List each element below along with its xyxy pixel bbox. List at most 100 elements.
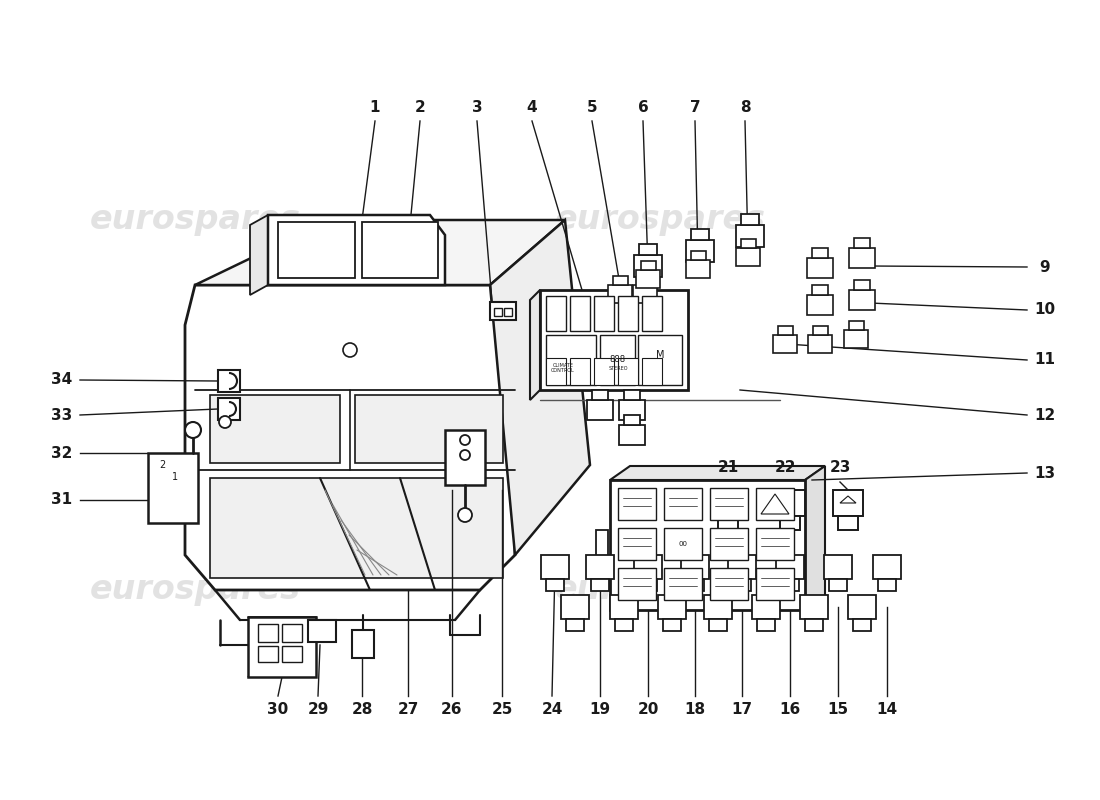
Bar	[878, 579, 896, 591]
Bar	[618, 358, 638, 385]
Bar	[490, 302, 516, 320]
Polygon shape	[840, 496, 856, 503]
Text: 20: 20	[637, 702, 659, 718]
Bar	[258, 646, 278, 662]
Bar	[800, 595, 828, 619]
Bar	[808, 335, 832, 353]
Text: 28: 28	[351, 702, 373, 718]
Text: STEREO: STEREO	[608, 366, 628, 370]
Bar	[740, 239, 756, 248]
Bar	[634, 255, 662, 277]
Bar	[639, 244, 657, 255]
Bar	[838, 516, 858, 530]
Bar	[844, 330, 868, 348]
Bar	[752, 595, 780, 619]
Bar	[210, 395, 340, 463]
Bar	[258, 624, 278, 642]
Bar	[624, 390, 640, 400]
Bar	[756, 488, 794, 520]
Polygon shape	[610, 466, 825, 480]
Bar	[807, 295, 833, 315]
Bar	[805, 619, 823, 631]
Bar	[780, 516, 800, 530]
Bar	[713, 490, 743, 516]
Text: 31: 31	[52, 493, 73, 507]
Bar	[728, 555, 756, 579]
Circle shape	[185, 422, 201, 438]
Bar	[504, 308, 512, 316]
Bar	[282, 646, 303, 662]
Bar	[570, 358, 590, 385]
Bar	[756, 528, 794, 560]
Bar	[352, 630, 374, 658]
Bar	[218, 398, 240, 420]
Bar	[218, 370, 240, 392]
Bar	[616, 351, 630, 360]
Polygon shape	[248, 617, 316, 677]
Bar	[446, 430, 485, 485]
Bar	[608, 285, 632, 303]
Polygon shape	[805, 466, 825, 610]
Bar	[639, 579, 657, 591]
Bar	[586, 555, 614, 579]
Bar	[541, 555, 569, 579]
Bar	[852, 619, 871, 631]
Bar	[355, 395, 503, 463]
Bar	[619, 425, 645, 445]
Bar	[638, 335, 682, 385]
Bar	[658, 595, 686, 619]
Polygon shape	[362, 222, 438, 278]
Circle shape	[219, 416, 231, 428]
Text: 4: 4	[527, 99, 537, 114]
Bar	[570, 296, 590, 331]
Bar	[610, 595, 638, 619]
Bar	[566, 619, 584, 631]
Bar	[596, 530, 608, 560]
Bar	[624, 415, 640, 425]
Bar	[778, 326, 792, 335]
Bar	[636, 270, 660, 288]
Polygon shape	[250, 215, 268, 295]
Bar	[873, 555, 901, 579]
Text: eurospares: eurospares	[89, 574, 300, 606]
Text: 2: 2	[415, 99, 426, 114]
Text: 15: 15	[827, 702, 848, 718]
Bar	[833, 490, 864, 516]
Bar	[757, 619, 776, 631]
Text: 1: 1	[370, 99, 381, 114]
Bar	[813, 326, 827, 335]
Text: 24: 24	[541, 702, 563, 718]
Circle shape	[460, 435, 470, 445]
Bar	[600, 335, 635, 385]
Bar	[642, 296, 662, 331]
Text: CLIMATE
CONTROL: CLIMATE CONTROL	[551, 362, 575, 374]
Circle shape	[458, 508, 472, 522]
Text: 7: 7	[690, 99, 701, 114]
Polygon shape	[490, 220, 590, 555]
Bar	[854, 238, 870, 248]
Text: 25: 25	[492, 702, 513, 718]
Bar	[618, 528, 656, 560]
Bar	[854, 280, 870, 290]
Bar	[686, 240, 714, 262]
Text: 19: 19	[590, 702, 610, 718]
Text: 5: 5	[586, 99, 597, 114]
Bar	[741, 214, 759, 225]
Text: 9: 9	[1040, 259, 1050, 274]
Bar	[781, 579, 799, 591]
Bar	[619, 400, 645, 420]
Bar	[587, 400, 613, 420]
Bar	[829, 579, 847, 591]
Text: 22: 22	[774, 461, 795, 475]
Bar	[686, 579, 704, 591]
Text: eurospares: eurospares	[554, 203, 766, 237]
Bar	[546, 296, 566, 331]
Bar	[561, 595, 588, 619]
Text: 18: 18	[684, 702, 705, 718]
Bar	[663, 619, 681, 631]
Bar	[546, 579, 564, 591]
Text: 00: 00	[679, 541, 688, 547]
Polygon shape	[185, 285, 515, 590]
Polygon shape	[530, 290, 540, 400]
Text: 12: 12	[1034, 407, 1056, 422]
